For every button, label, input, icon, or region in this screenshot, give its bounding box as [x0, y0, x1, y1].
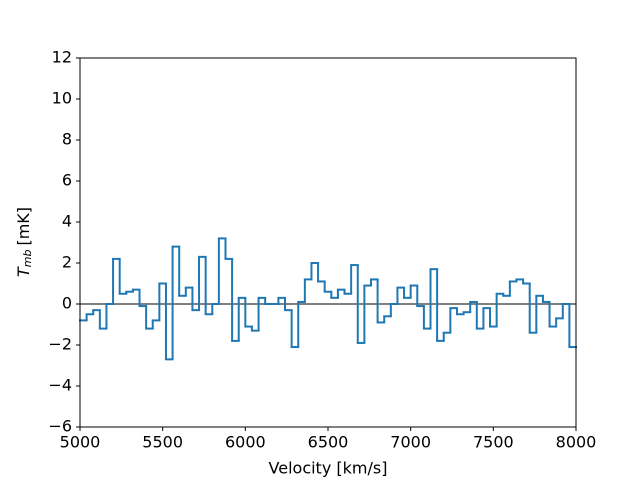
x-tick-label: 6000: [225, 433, 266, 452]
y-label-subscript: mb: [21, 250, 34, 268]
y-tick-label: 2: [62, 253, 72, 272]
x-tick-label: 5000: [60, 433, 101, 452]
y-label-symbol: T: [14, 266, 33, 277]
y-tick-label: 0: [62, 294, 72, 313]
y-tick-label: 6: [62, 171, 72, 190]
y-tick-label: −6: [48, 417, 72, 436]
x-tick-label: 7000: [390, 433, 431, 452]
x-tick-label: 7500: [473, 433, 514, 452]
plot-frame: [79, 57, 577, 428]
y-label-unit: [mK]: [14, 207, 33, 246]
y-tick-label: 4: [62, 212, 72, 231]
y-tick-label: 12: [52, 48, 72, 67]
x-axis-label: Velocity [km/s]: [269, 459, 388, 478]
y-axis-label: Tmb [mK]: [14, 207, 35, 277]
x-tick-label: 6500: [308, 433, 349, 452]
x-tick-label: 5500: [142, 433, 183, 452]
y-tick-label: 8: [62, 130, 72, 149]
y-tick-label: 10: [52, 89, 72, 108]
x-tick-label: 8000: [556, 433, 597, 452]
y-tick-label: −4: [48, 376, 72, 395]
y-tick-label: −2: [48, 335, 72, 354]
